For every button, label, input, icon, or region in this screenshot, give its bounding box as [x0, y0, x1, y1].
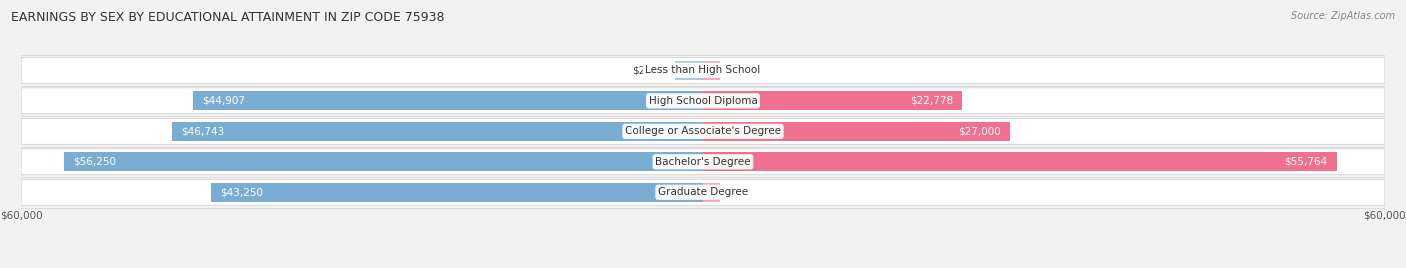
Bar [703, 152, 1337, 171]
FancyBboxPatch shape [21, 149, 1385, 175]
Bar [703, 122, 1010, 141]
Bar [193, 91, 703, 110]
Text: Less than High School: Less than High School [645, 65, 761, 75]
Text: $0: $0 [725, 187, 740, 197]
Text: $46,743: $46,743 [181, 126, 224, 136]
FancyBboxPatch shape [21, 179, 1385, 205]
Text: College or Associate's Degree: College or Associate's Degree [626, 126, 780, 136]
Text: $56,250: $56,250 [73, 157, 115, 167]
FancyBboxPatch shape [21, 118, 1385, 144]
FancyBboxPatch shape [21, 57, 1385, 83]
Text: $0: $0 [725, 65, 740, 75]
Bar [703, 61, 720, 80]
Bar [211, 183, 703, 202]
Text: Source: ZipAtlas.com: Source: ZipAtlas.com [1291, 11, 1395, 21]
Text: $2,499: $2,499 [633, 65, 669, 75]
Text: EARNINGS BY SEX BY EDUCATIONAL ATTAINMENT IN ZIP CODE 75938: EARNINGS BY SEX BY EDUCATIONAL ATTAINMEN… [11, 11, 444, 24]
Text: $27,000: $27,000 [957, 126, 1001, 136]
FancyBboxPatch shape [21, 88, 1385, 114]
Text: Bachelor's Degree: Bachelor's Degree [655, 157, 751, 167]
Text: $43,250: $43,250 [221, 187, 263, 197]
Bar [172, 122, 703, 141]
Bar [703, 183, 720, 202]
Text: Graduate Degree: Graduate Degree [658, 187, 748, 197]
Bar [703, 91, 962, 110]
Text: $55,764: $55,764 [1285, 157, 1327, 167]
Bar [63, 152, 703, 171]
Bar [675, 61, 703, 80]
Text: $22,778: $22,778 [910, 96, 953, 106]
Text: High School Diploma: High School Diploma [648, 96, 758, 106]
Text: $44,907: $44,907 [201, 96, 245, 106]
